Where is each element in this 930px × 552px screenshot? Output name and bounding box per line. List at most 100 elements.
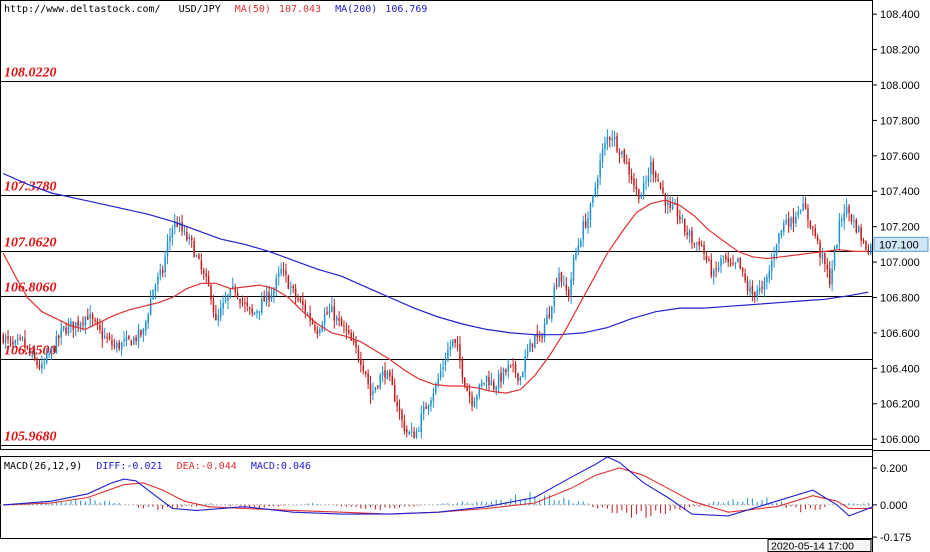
candle-body <box>263 297 265 302</box>
candle-body <box>108 336 111 339</box>
candle-body <box>640 196 642 199</box>
candle-body <box>343 325 345 328</box>
candle-body <box>299 299 302 301</box>
candle-body <box>657 179 659 182</box>
candle-body <box>734 262 737 264</box>
candle-body <box>459 344 461 361</box>
candle-body <box>493 382 495 390</box>
candle-body <box>256 311 258 313</box>
candle-body <box>304 304 307 313</box>
candle-body <box>722 255 725 257</box>
candle-body <box>686 232 688 235</box>
candle-body <box>451 339 454 347</box>
candle-body <box>285 270 287 276</box>
candle-body <box>369 383 372 396</box>
candle-body <box>212 300 215 313</box>
candle-body <box>785 220 787 224</box>
candle-body <box>754 292 756 296</box>
price-axis-tick-label: 108.000 <box>880 80 920 92</box>
candle-body <box>662 187 664 194</box>
candle-body <box>594 187 597 195</box>
candle-body <box>821 253 824 259</box>
candle-body <box>502 368 505 382</box>
candle-body <box>101 330 104 339</box>
candle-body <box>219 307 222 317</box>
candle-body <box>215 313 217 321</box>
candle-body <box>812 226 814 228</box>
candle-body <box>326 312 328 315</box>
candle-body <box>524 356 526 372</box>
candle-body <box>751 285 754 294</box>
price-axis-tick-label: 106.800 <box>880 292 920 304</box>
candle-body <box>857 226 860 233</box>
candle-body <box>65 327 67 334</box>
symbol-label: USD/JPY <box>178 4 221 15</box>
candle-body <box>125 336 128 342</box>
candle-body <box>319 329 321 334</box>
candle-body <box>410 431 413 433</box>
macd-axis-tick-label: 0.000 <box>880 500 908 512</box>
candle-body <box>555 285 558 287</box>
candle-body <box>430 400 432 406</box>
candle-body <box>435 383 437 393</box>
candle-body <box>393 384 396 402</box>
ma50-line <box>2 199 869 394</box>
level-label: 105.9680 <box>4 430 57 445</box>
current-price-tag <box>873 236 929 252</box>
candle-body <box>118 342 120 349</box>
candle-body <box>145 321 147 331</box>
candle-body <box>476 395 478 401</box>
current-price-label: 107.100 <box>879 239 919 251</box>
candle-body <box>541 336 543 339</box>
candle-body <box>398 407 401 411</box>
candle-body <box>464 377 466 386</box>
candle-body <box>582 221 584 240</box>
candle-body <box>377 386 379 388</box>
candle-body <box>546 315 548 325</box>
candle-body <box>41 363 43 369</box>
candle-body <box>280 268 282 274</box>
candle-body <box>50 346 53 353</box>
candle-body <box>609 137 611 140</box>
candle-body <box>91 314 94 319</box>
candle-body <box>14 340 17 344</box>
candle-body <box>84 316 87 326</box>
candle-body <box>860 227 862 241</box>
candle-body <box>514 364 517 374</box>
candle-body <box>836 244 838 249</box>
timestamp-label: 2020-05-14 17:00 <box>771 541 854 552</box>
candle-body <box>386 371 389 380</box>
candle-body <box>340 319 343 326</box>
candle-body <box>43 362 46 364</box>
candle-body <box>628 161 630 175</box>
candle-body <box>53 347 55 352</box>
candle-body <box>355 341 357 349</box>
candle-body <box>480 382 483 386</box>
candle-body <box>444 360 447 365</box>
candle-body <box>819 241 821 258</box>
candle-body <box>466 386 468 392</box>
candle-body <box>106 337 108 339</box>
candle-body <box>140 330 142 336</box>
candle-body <box>645 181 647 183</box>
candle-body <box>142 329 145 334</box>
candle-body <box>456 344 459 346</box>
candle-body <box>780 230 783 235</box>
candle-body <box>522 372 524 378</box>
candle-body <box>55 335 58 353</box>
candle-body <box>543 323 546 338</box>
candle-body <box>507 364 510 372</box>
ma200-value: 106.769 <box>385 4 428 15</box>
macd-dea-label: DEA:-0.044 <box>176 461 237 472</box>
level-label: 108.0220 <box>4 66 57 81</box>
candle-body <box>732 263 734 265</box>
candle-body <box>744 273 746 281</box>
candle-body <box>36 360 38 366</box>
candle-body <box>261 298 263 313</box>
candle-body <box>331 305 333 313</box>
candle-body <box>338 318 340 321</box>
site-url[interactable]: http://www.deltastock.com/ <box>4 4 161 15</box>
candle-body <box>96 320 99 325</box>
